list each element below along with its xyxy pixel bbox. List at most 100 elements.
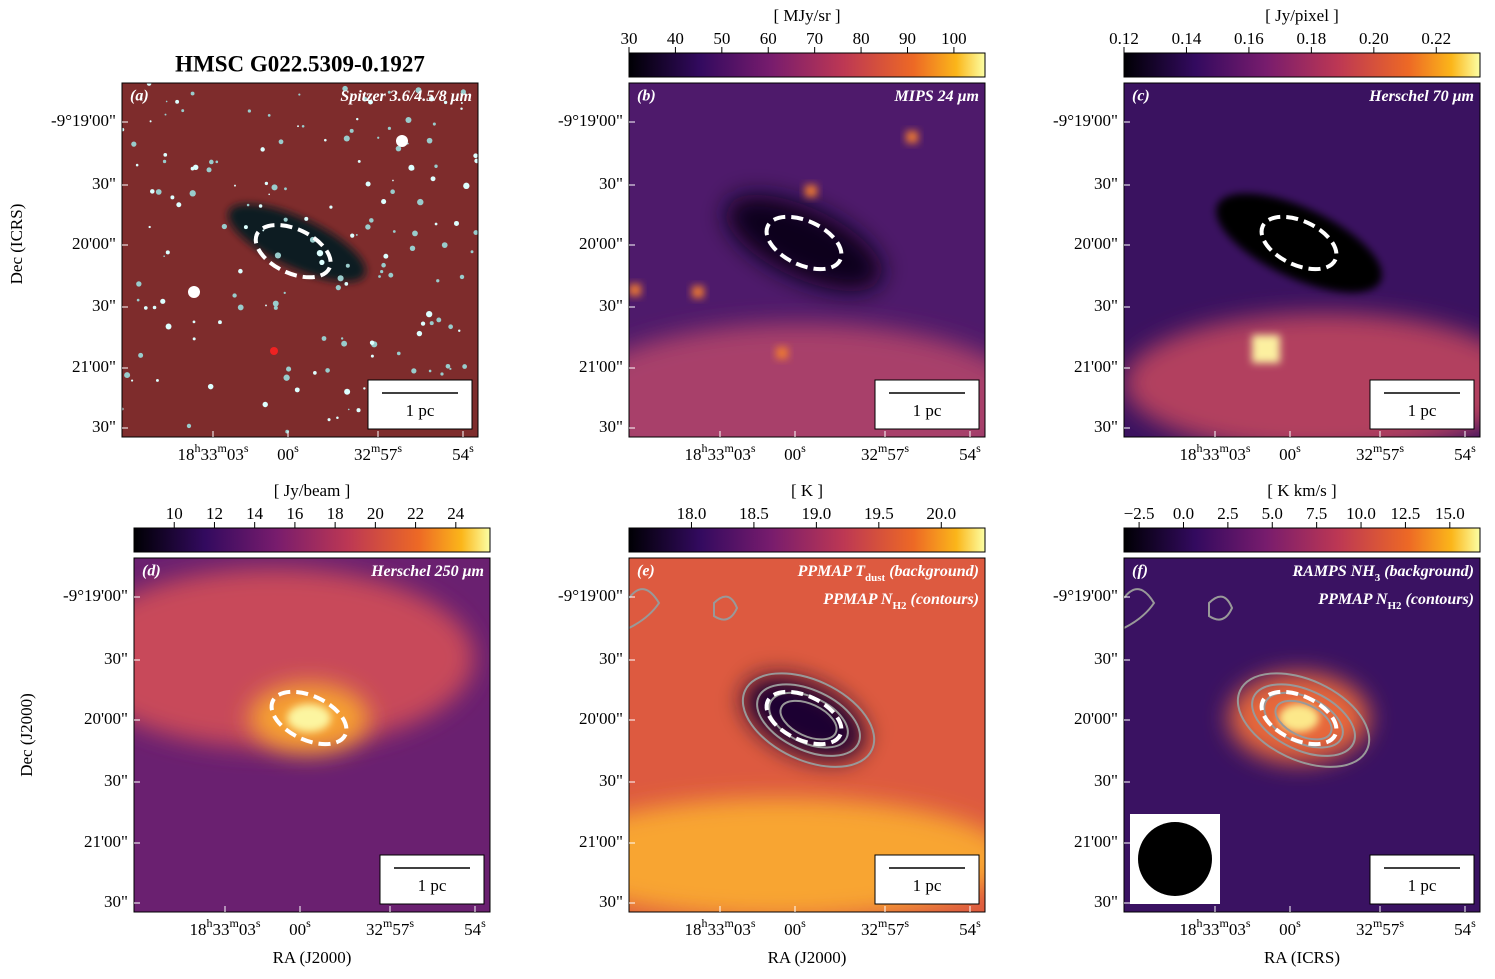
ra-part: s [1399,441,1404,455]
panel-label: (e) [637,563,655,580]
ra-part: s [469,441,474,455]
panel: (c) Herschel 70 μm 1 pc -9°19'00" 30" 20'00" 3… [1053,6,1481,464]
target-ellipse [764,689,844,747]
caption-part: RAMPS NH [1291,563,1375,580]
ra-part: 32 [1356,920,1373,939]
ra-tick-label: 18h33m03s [1179,441,1250,464]
star [365,181,371,187]
ra-part: s [1399,916,1404,930]
star [443,100,448,105]
star [415,87,422,94]
caption-part: H2 [1387,600,1402,612]
ra-tick-label: 00s [277,441,299,464]
ra-part: 18 [1179,445,1196,464]
scale-label: 1 pc [1408,401,1437,420]
ra-tick-label: 18h33m03s [177,441,248,464]
frame [1123,557,1481,913]
caption-part: (background) [1380,563,1474,580]
colorbar-tick-label: 5.0 [1262,504,1283,523]
star [347,408,350,411]
star [301,124,305,128]
ra-part: 32 [1356,445,1373,464]
star [264,181,269,186]
image [134,558,490,912]
star [131,141,137,147]
star [337,275,344,282]
star [388,272,394,278]
image [1124,558,1480,912]
star [417,198,424,206]
star [273,305,278,310]
star [396,135,408,147]
target-ellipse [1259,689,1339,747]
star [188,286,200,298]
star [164,113,167,116]
colorbar-tick-label: 100 [941,29,967,48]
star [163,152,168,157]
point-source [805,185,817,197]
ra-part: m [1219,441,1229,455]
point-source [692,286,704,298]
scale-box [367,379,473,430]
star [459,274,465,280]
star [321,336,327,341]
ra-part: 57 [1382,920,1400,939]
frame [628,82,986,438]
contour [713,595,739,621]
ra-part: s [409,916,414,930]
ra-part: s [1471,916,1476,930]
contour [1236,672,1371,768]
star [369,340,375,345]
star [131,379,134,382]
star [356,408,361,413]
panel-caption: PPMAP Tdust (background) [797,563,979,584]
star [313,371,317,375]
ra-part: 54 [1454,445,1472,464]
ra-tick-label: 32m57s [354,441,402,464]
ra-part: h [1196,441,1202,455]
star [357,159,361,163]
ra-part: 33 [1202,445,1219,464]
star [209,159,214,165]
star [324,138,327,142]
dec-tick-label: 20'00" [579,234,623,253]
ra-tick-label: 00s [1279,916,1301,939]
dark-cloud [1216,193,1382,293]
star [460,107,463,110]
star [243,225,248,230]
star [207,383,214,390]
colorbar-tick-label: 22 [407,504,424,523]
colorbar-tick-label: 0.12 [1109,29,1139,48]
dec-tick-label: -9°19'00" [51,111,116,130]
star [411,368,417,374]
contour [756,683,861,757]
ra-part: m [1373,441,1383,455]
caption-part: Herschel 250 μm [370,563,484,580]
contour [779,699,838,741]
dec-tick-label: 30" [599,174,623,193]
panel: (f) RAMPS NH3 (background) PPMAP NH2 (cont… [1053,481,1481,967]
colorbar-tick-label: 19.5 [864,504,894,523]
y-axis-label: Dec (J2000) [17,693,36,777]
point-source [629,284,641,296]
panel-caption: Spitzer 3.6/4.5/8 μm [340,88,472,105]
star [392,230,396,233]
colorbar-tick-label: 80 [853,29,870,48]
star [344,388,351,395]
star [316,249,324,257]
dec-tick-label: 30" [104,771,128,790]
star [325,368,330,373]
contour [1208,595,1234,621]
dec-tick-label: 21'00" [84,832,128,851]
star [381,199,387,205]
colorbar-tick-label: 60 [760,29,777,48]
ra-part: m [878,441,888,455]
star [363,387,366,390]
ra-part: 18 [189,920,206,939]
star [155,378,159,382]
star [155,189,162,195]
glow [134,568,474,748]
contour [1124,588,1156,629]
ra-tick-label: 18h33m03s [1179,916,1250,939]
dec-tick-label: 30" [599,892,623,911]
